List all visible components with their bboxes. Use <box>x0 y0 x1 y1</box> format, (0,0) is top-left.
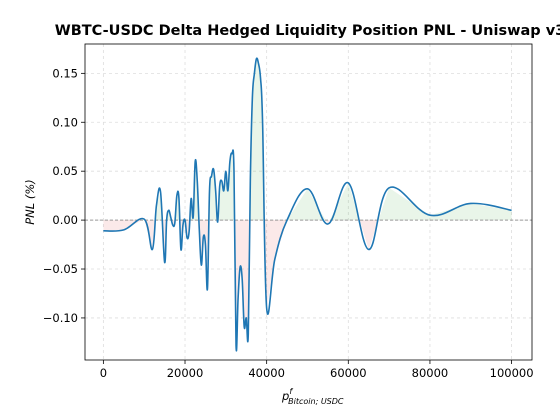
tick-layer: 0 20000 40000 60000 80000 100000 −0.10 −0.05 0.0… <box>43 66 534 380</box>
positive-pnl-area <box>378 187 512 221</box>
pnl-line-layer <box>103 57 512 352</box>
positive-pnl-area <box>329 182 360 221</box>
positive-pnl-area <box>249 58 265 221</box>
x-tick-label: 60000 <box>330 366 367 380</box>
grid-layer <box>85 44 532 360</box>
x-tick-label: 40000 <box>248 366 285 380</box>
y-tick-label: 0.00 <box>52 213 78 227</box>
y-tick-label: 0.15 <box>52 66 78 80</box>
negative-pnl-area <box>359 220 379 250</box>
x-tick-label: 20000 <box>167 366 204 380</box>
x-tick-label: 100000 <box>490 366 534 380</box>
positive-pnl-area <box>208 169 218 221</box>
y-tick-label: −0.05 <box>43 262 78 276</box>
negative-pnl-area <box>103 220 143 231</box>
y-axis-label: PNL (%) <box>23 179 37 225</box>
chart-title: WBTC-USDC Delta Hedged Liquidity Positio… <box>55 23 560 39</box>
positive-pnl-area <box>217 153 235 221</box>
negative-pnl-area <box>325 220 330 225</box>
y-tick-label: 0.10 <box>52 115 78 129</box>
plot-frame <box>84 43 533 361</box>
negative-pnl-area <box>198 220 209 289</box>
pnl-fill-layer <box>103 58 512 346</box>
x-axis-label-main: p <box>281 389 289 403</box>
y-tick-label: 0.05 <box>52 164 78 178</box>
x-tick-label: 80000 <box>412 366 449 380</box>
x-tick-label: 0 <box>100 366 107 380</box>
y-tick-label: −0.10 <box>43 311 78 325</box>
x-axis-label: pf Bitcoin; USDC <box>281 387 344 406</box>
pnl-series-line <box>103 57 512 352</box>
x-axis-label-subscript: Bitcoin; USDC <box>288 397 344 406</box>
positive-pnl-area <box>287 188 326 221</box>
negative-pnl-area <box>234 220 250 346</box>
negative-pnl-area <box>264 220 288 309</box>
x-axis-label-superscript: f <box>289 387 293 396</box>
